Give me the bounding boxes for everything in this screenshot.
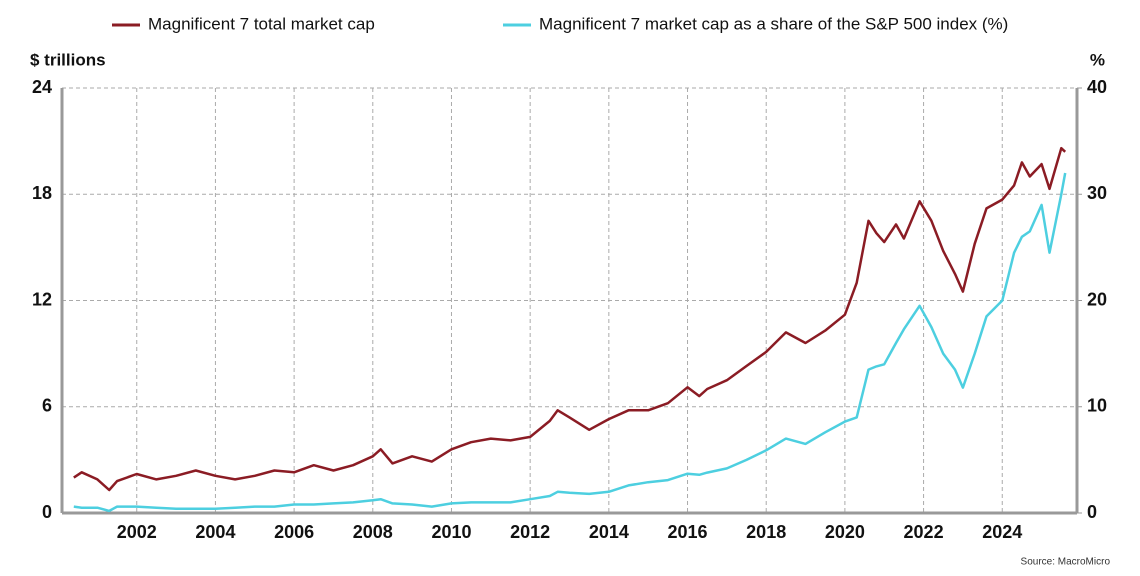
y-tick-label: 0 [42,502,52,522]
x-tick-label: 2002 [117,522,157,542]
y2-tick-label: 0 [1087,502,1097,522]
x-tick-label: 2022 [904,522,944,542]
y-tick-label: 6 [42,396,52,416]
y2-tick-label: 40 [1087,77,1107,97]
source: Source: MacroMicro [1021,557,1111,568]
x-tick-label: 2008 [353,522,393,542]
x-tick-label: 2012 [510,522,550,542]
y2-axis-label: % [1090,50,1105,69]
x-tick-label: 2014 [589,522,629,542]
x-tick-label: 2020 [825,522,865,542]
legend-label: Magnificent 7 market cap as a share of t… [539,14,1008,33]
y-tick-label: 24 [32,77,52,97]
x-tick-label: 2018 [746,522,786,542]
x-tick-label: 2024 [982,522,1022,542]
y2-tick-label: 20 [1087,289,1107,309]
x-tick-label: 2004 [195,522,235,542]
y2-tick-label: 30 [1087,183,1107,203]
y-tick-label: 12 [32,289,52,309]
y-axis-label: $ trillions [30,50,106,69]
x-tick-label: 2006 [274,522,314,542]
series-line [73,146,1067,492]
y-tick-label: 18 [32,183,52,203]
series-line [73,172,1067,513]
legend-label: Magnificent 7 total market cap [148,14,375,33]
x-tick-label: 2010 [431,522,471,542]
x-tick-label: 2016 [667,522,707,542]
y2-tick-label: 10 [1087,396,1107,416]
